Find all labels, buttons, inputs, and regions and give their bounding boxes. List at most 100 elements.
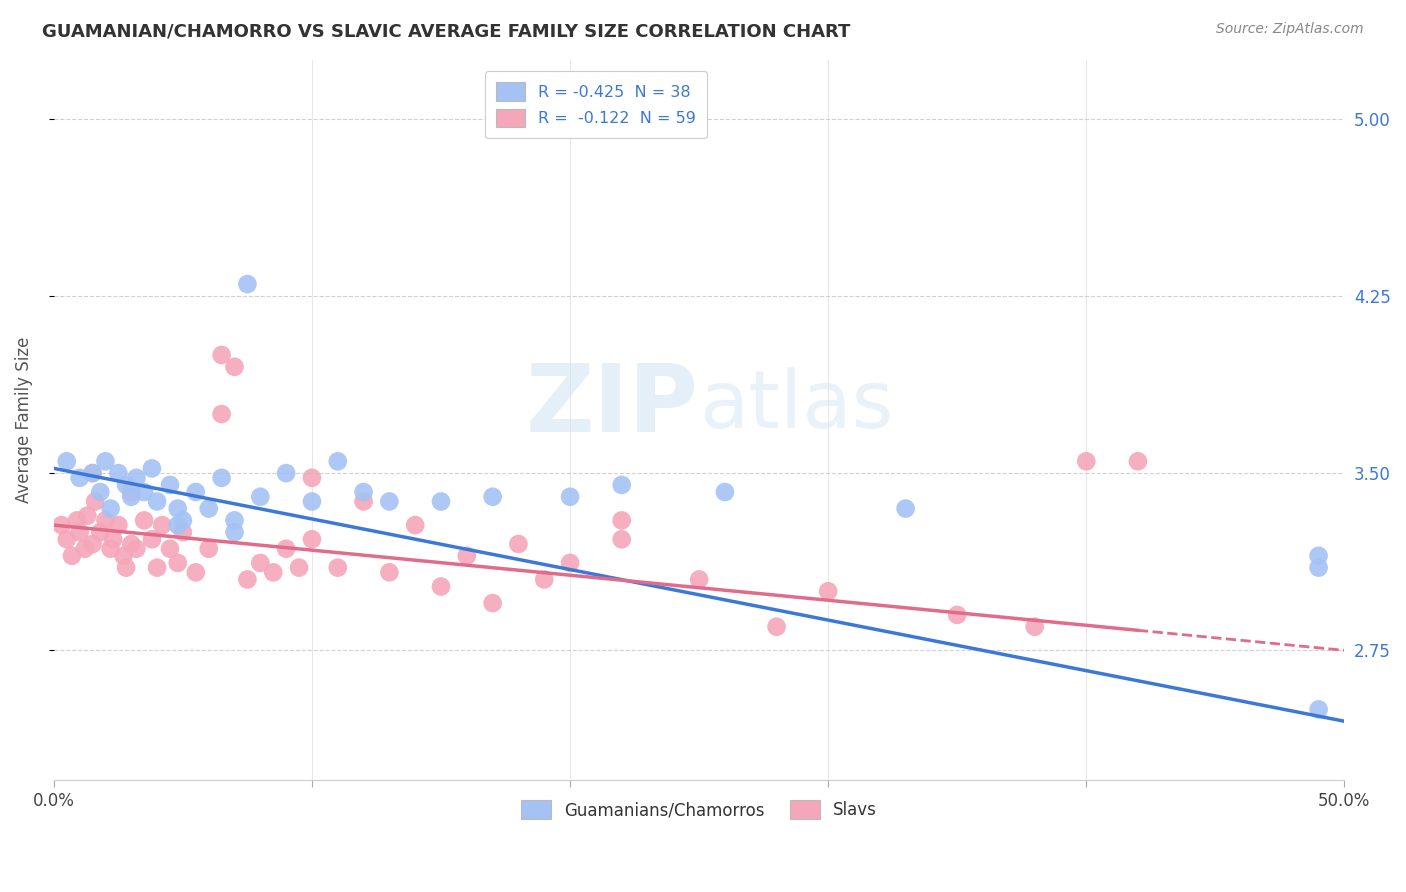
Point — [125, 541, 148, 556]
Point — [430, 580, 453, 594]
Point — [166, 556, 188, 570]
Point — [456, 549, 478, 563]
Point — [276, 466, 298, 480]
Point — [288, 560, 311, 574]
Point — [508, 537, 530, 551]
Point — [558, 490, 581, 504]
Point — [481, 490, 503, 504]
Point — [69, 525, 91, 540]
Point — [120, 490, 142, 504]
Point — [89, 525, 111, 540]
Point — [103, 533, 125, 547]
Point — [150, 518, 173, 533]
Point — [141, 461, 163, 475]
Point — [211, 348, 233, 362]
Point — [82, 537, 104, 551]
Point — [100, 501, 122, 516]
Point — [610, 513, 633, 527]
Point — [184, 485, 207, 500]
Point — [353, 485, 375, 500]
Point — [378, 494, 401, 508]
Point — [159, 541, 181, 556]
Text: atlas: atlas — [699, 367, 893, 444]
Point — [82, 466, 104, 480]
Y-axis label: Average Family Size: Average Family Size — [15, 337, 32, 503]
Point — [60, 549, 83, 563]
Point — [120, 485, 142, 500]
Point — [184, 566, 207, 580]
Point — [134, 513, 156, 527]
Point — [894, 501, 917, 516]
Point — [125, 471, 148, 485]
Point — [76, 508, 98, 523]
Point — [224, 513, 246, 527]
Point — [55, 454, 77, 468]
Point — [610, 478, 633, 492]
Point — [765, 620, 787, 634]
Point — [51, 518, 73, 533]
Point — [115, 560, 138, 574]
Point — [120, 537, 142, 551]
Point — [166, 518, 188, 533]
Point — [378, 566, 401, 580]
Point — [134, 485, 156, 500]
Point — [817, 584, 839, 599]
Text: ZIP: ZIP — [526, 359, 699, 451]
Point — [159, 478, 181, 492]
Point — [714, 485, 737, 500]
Point — [276, 541, 298, 556]
Point — [55, 533, 77, 547]
Point — [69, 471, 91, 485]
Point — [236, 277, 259, 291]
Point — [211, 407, 233, 421]
Point — [1308, 549, 1330, 563]
Point — [249, 556, 271, 570]
Point — [146, 494, 169, 508]
Point — [1076, 454, 1098, 468]
Point — [481, 596, 503, 610]
Point — [301, 471, 323, 485]
Point — [166, 501, 188, 516]
Point — [688, 573, 710, 587]
Point — [211, 471, 233, 485]
Point — [558, 556, 581, 570]
Point — [1308, 560, 1330, 574]
Point — [262, 566, 284, 580]
Point — [107, 518, 129, 533]
Point — [107, 466, 129, 480]
Point — [430, 494, 453, 508]
Point — [236, 573, 259, 587]
Point — [100, 541, 122, 556]
Point — [326, 454, 349, 468]
Point — [301, 533, 323, 547]
Legend: Guamanians/Chamorros, Slavs: Guamanians/Chamorros, Slavs — [515, 794, 884, 826]
Point — [224, 525, 246, 540]
Point — [94, 454, 117, 468]
Point — [224, 359, 246, 374]
Point — [146, 560, 169, 574]
Point — [115, 478, 138, 492]
Point — [353, 494, 375, 508]
Text: Source: ZipAtlas.com: Source: ZipAtlas.com — [1216, 22, 1364, 37]
Point — [404, 518, 426, 533]
Point — [1024, 620, 1046, 634]
Point — [533, 573, 555, 587]
Point — [197, 501, 219, 516]
Point — [172, 525, 194, 540]
Point — [197, 541, 219, 556]
Point — [94, 513, 117, 527]
Point — [89, 485, 111, 500]
Point — [249, 490, 271, 504]
Point — [82, 466, 104, 480]
Point — [66, 513, 89, 527]
Point — [84, 494, 107, 508]
Point — [946, 607, 969, 622]
Point — [112, 549, 135, 563]
Point — [141, 533, 163, 547]
Point — [326, 560, 349, 574]
Point — [301, 494, 323, 508]
Point — [73, 541, 96, 556]
Point — [1308, 702, 1330, 716]
Point — [172, 513, 194, 527]
Text: GUAMANIAN/CHAMORRO VS SLAVIC AVERAGE FAMILY SIZE CORRELATION CHART: GUAMANIAN/CHAMORRO VS SLAVIC AVERAGE FAM… — [42, 22, 851, 40]
